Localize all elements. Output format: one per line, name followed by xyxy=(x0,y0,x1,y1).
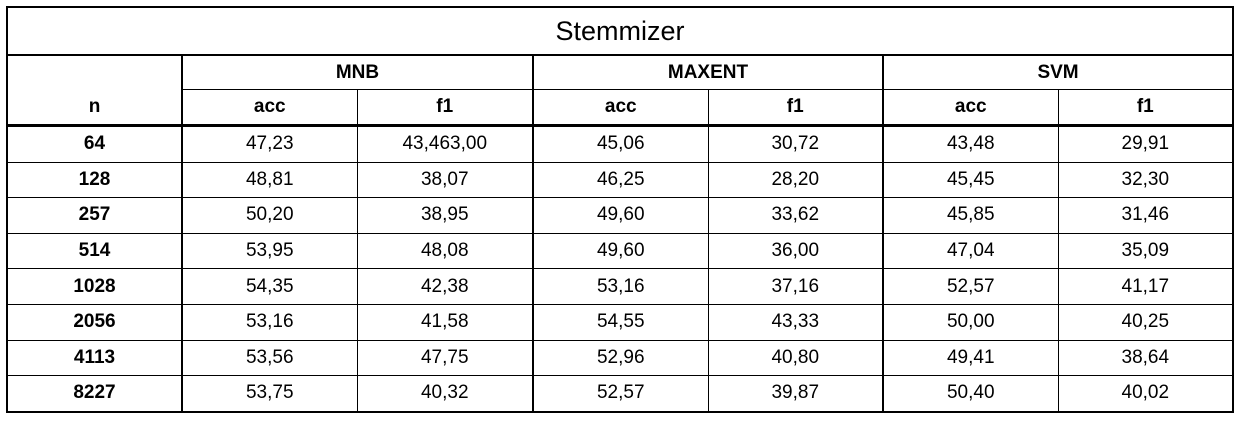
n-cell: 1028 xyxy=(6,268,182,305)
mnb-acc-header: acc xyxy=(181,89,357,127)
mnb-f1-cell: 42,38 xyxy=(356,268,533,305)
maxent-f1-header: f1 xyxy=(707,89,883,127)
table-row: 4113 53,56 47,75 52,96 40,80 49,41 38,64 xyxy=(6,339,1235,376)
svm-acc-cell: 43,48 xyxy=(882,125,1058,163)
mnb-f1-cell: 41,58 xyxy=(356,303,533,341)
mnb-acc-cell: 53,16 xyxy=(181,303,357,341)
svm-acc-cell: 52,57 xyxy=(882,268,1058,305)
n-group-spacer xyxy=(6,55,182,90)
mnb-f1-cell: 38,07 xyxy=(356,161,533,198)
mnb-f1-cell: 47,75 xyxy=(356,339,533,376)
table-row: 8227 53,75 40,32 52,57 39,87 50,40 40,02 xyxy=(6,375,1235,413)
svm-f1-cell: 40,25 xyxy=(1057,303,1235,341)
n-cell: 514 xyxy=(6,232,182,269)
table-body: 64 47,23 43,463,00 45,06 30,72 43,48 29,91 128 4… xyxy=(6,125,1235,413)
svm-acc-cell: 49,41 xyxy=(882,339,1058,376)
svm-f1-cell: 40,02 xyxy=(1057,375,1235,413)
table-row: 257 50,20 38,95 49,60 33,62 45,85 31,46 xyxy=(6,197,1235,234)
svm-acc-cell: 47,04 xyxy=(882,232,1058,269)
mnb-acc-cell: 48,81 xyxy=(181,161,357,198)
table-row: 1028 54,35 42,38 53,16 37,16 52,57 41,17 xyxy=(6,268,1235,305)
group-header-svm: SVM xyxy=(881,55,1235,90)
n-cell: 4113 xyxy=(6,339,182,376)
results-table-container: Stemmizer MNB MAXENT SVM n acc f1 acc f1… xyxy=(5,6,1235,413)
mnb-acc-cell: 53,75 xyxy=(181,375,357,413)
svm-f1-cell: 32,30 xyxy=(1057,161,1235,198)
mnb-acc-cell: 50,20 xyxy=(181,197,357,234)
mnb-f1-cell: 38,95 xyxy=(356,197,533,234)
maxent-acc-cell: 53,16 xyxy=(532,268,708,305)
svm-acc-cell: 50,00 xyxy=(882,303,1058,341)
maxent-acc-header: acc xyxy=(532,89,708,127)
maxent-acc-cell: 46,25 xyxy=(532,161,708,198)
svm-f1-header: f1 xyxy=(1057,89,1235,127)
mnb-acc-cell: 53,95 xyxy=(181,232,357,269)
table-row: 128 48,81 38,07 46,25 28,20 45,45 32,30 xyxy=(6,161,1235,198)
svm-f1-cell: 35,09 xyxy=(1057,232,1235,269)
svm-acc-header: acc xyxy=(882,89,1058,127)
maxent-f1-cell: 43,33 xyxy=(707,303,883,341)
maxent-f1-cell: 28,20 xyxy=(707,161,883,198)
svm-f1-cell: 31,46 xyxy=(1057,197,1235,234)
n-column-header: n xyxy=(6,89,182,127)
maxent-f1-cell: 39,87 xyxy=(707,375,883,413)
maxent-f1-cell: 37,16 xyxy=(707,268,883,305)
table-title: Stemmizer xyxy=(5,6,1235,56)
svm-f1-cell: 29,91 xyxy=(1057,125,1235,163)
maxent-acc-cell: 45,06 xyxy=(532,125,708,163)
results-table: Stemmizer MNB MAXENT SVM n acc f1 acc f1… xyxy=(5,6,1235,413)
maxent-f1-cell: 30,72 xyxy=(707,125,883,163)
table-row: 64 47,23 43,463,00 45,06 30,72 43,48 29,91 xyxy=(6,125,1235,163)
table-row: 514 53,95 48,08 49,60 36,00 47,04 35,09 xyxy=(6,232,1235,269)
mnb-f1-cell: 43,463,00 xyxy=(356,125,533,163)
table-row: 2056 53,16 41,58 54,55 43,33 50,00 40,25 xyxy=(6,303,1235,341)
maxent-f1-cell: 36,00 xyxy=(707,232,883,269)
mnb-acc-cell: 47,23 xyxy=(181,125,357,163)
svm-acc-cell: 50,40 xyxy=(882,375,1058,413)
mnb-f1-header: f1 xyxy=(356,89,533,127)
mnb-f1-cell: 40,32 xyxy=(356,375,533,413)
svm-acc-cell: 45,85 xyxy=(882,197,1058,234)
maxent-acc-cell: 52,96 xyxy=(532,339,708,376)
maxent-f1-cell: 33,62 xyxy=(707,197,883,234)
group-header-row: MNB MAXENT SVM xyxy=(6,55,1235,90)
maxent-acc-cell: 52,57 xyxy=(532,375,708,413)
mnb-acc-cell: 53,56 xyxy=(181,339,357,376)
group-header-mnb: MNB xyxy=(181,55,533,90)
maxent-acc-cell: 49,60 xyxy=(532,232,708,269)
group-header-maxent: MAXENT xyxy=(532,55,883,90)
mnb-acc-cell: 54,35 xyxy=(181,268,357,305)
n-cell: 64 xyxy=(6,125,182,163)
maxent-acc-cell: 49,60 xyxy=(532,197,708,234)
maxent-f1-cell: 40,80 xyxy=(707,339,883,376)
mnb-f1-cell: 48,08 xyxy=(356,232,533,269)
svm-acc-cell: 45,45 xyxy=(882,161,1058,198)
svm-f1-cell: 38,64 xyxy=(1057,339,1235,376)
n-cell: 2056 xyxy=(6,303,182,341)
sub-header-row: n acc f1 acc f1 acc f1 xyxy=(6,89,1235,127)
maxent-acc-cell: 54,55 xyxy=(532,303,708,341)
n-cell: 128 xyxy=(6,161,182,198)
svm-f1-cell: 41,17 xyxy=(1057,268,1235,305)
n-cell: 8227 xyxy=(6,375,182,413)
n-cell: 257 xyxy=(6,197,182,234)
